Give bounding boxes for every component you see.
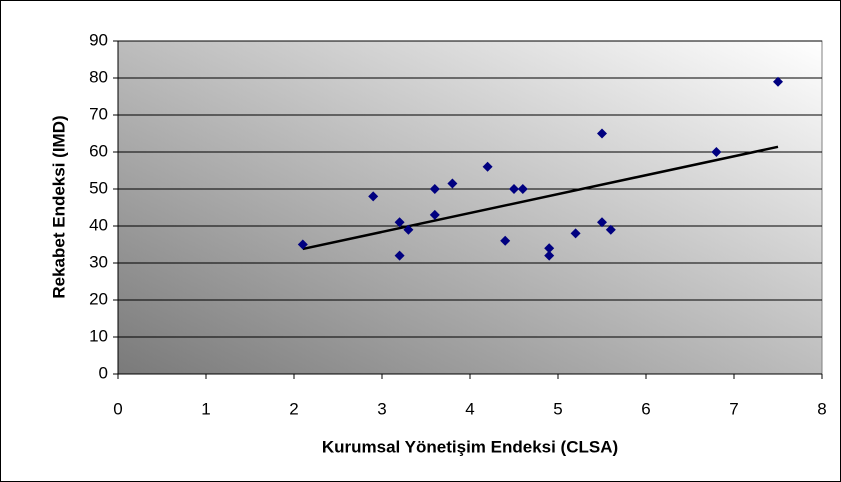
y-tick-label: 10 bbox=[89, 326, 108, 345]
x-axis-title: Kurumsal Yönetişim Endeksi (CLSA) bbox=[322, 437, 618, 456]
data-point bbox=[773, 76, 783, 87]
y-tick-label: 0 bbox=[99, 363, 108, 382]
data-point bbox=[297, 239, 308, 250]
x-tick-label: 4 bbox=[465, 399, 474, 418]
data-point bbox=[597, 128, 607, 139]
x-tick-label: 8 bbox=[817, 399, 826, 418]
trend-line bbox=[302, 145, 779, 251]
data-point bbox=[394, 250, 405, 261]
y-tick-label: 40 bbox=[89, 215, 108, 234]
data-point bbox=[447, 178, 458, 189]
data-point bbox=[544, 250, 555, 261]
x-tick-label: 0 bbox=[113, 399, 122, 418]
data-point bbox=[544, 243, 555, 254]
data-point bbox=[482, 161, 493, 172]
y-tick-label: 30 bbox=[89, 252, 108, 271]
x-tick-label: 2 bbox=[289, 399, 298, 418]
data-point bbox=[570, 228, 581, 239]
data-point bbox=[605, 224, 616, 235]
data-point bbox=[394, 217, 405, 228]
y-tick-label: 60 bbox=[89, 141, 108, 160]
x-tick-label: 1 bbox=[201, 399, 210, 418]
x-tick-label: 3 bbox=[377, 399, 386, 418]
x-tick-label: 5 bbox=[553, 399, 562, 418]
x-tick-label: 6 bbox=[641, 399, 650, 418]
y-tick-label: 20 bbox=[89, 289, 108, 308]
y-tick-label: 70 bbox=[89, 104, 108, 123]
data-point bbox=[597, 217, 607, 228]
data-point bbox=[711, 147, 722, 157]
data-point bbox=[517, 184, 528, 194]
data-point bbox=[429, 184, 440, 194]
data-point bbox=[368, 191, 379, 202]
y-tick-label: 90 bbox=[89, 30, 108, 49]
plot-area bbox=[117, 40, 823, 375]
y-tick-label: 50 bbox=[89, 178, 108, 197]
data-point bbox=[500, 235, 511, 246]
y-axis-title: Rekabet Endeksi (IMD) bbox=[49, 115, 68, 298]
y-tick-label: 80 bbox=[89, 67, 108, 86]
x-tick-label: 7 bbox=[729, 399, 738, 418]
data-point bbox=[509, 184, 519, 194]
data-point bbox=[429, 209, 440, 220]
data-point bbox=[403, 224, 414, 235]
